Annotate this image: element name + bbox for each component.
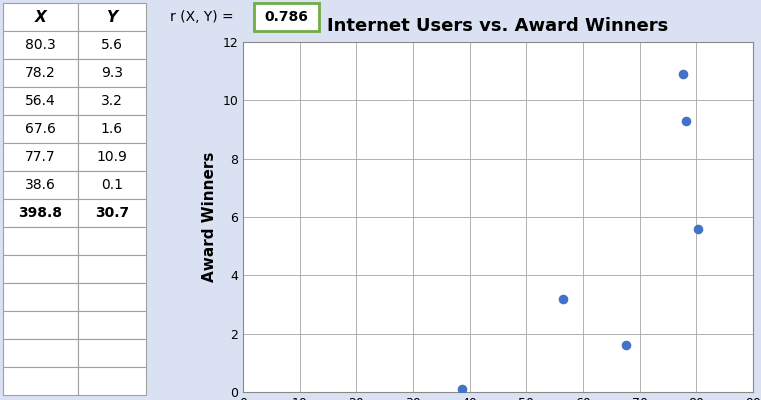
Bar bbox=[78, 143, 146, 171]
Text: 0.1: 0.1 bbox=[101, 178, 123, 192]
Bar bbox=[78, 367, 146, 395]
Bar bbox=[3, 3, 78, 31]
Bar bbox=[3, 199, 78, 227]
Point bbox=[620, 342, 632, 348]
Text: 77.7: 77.7 bbox=[25, 150, 56, 164]
Text: 38.6: 38.6 bbox=[25, 178, 56, 192]
Bar bbox=[3, 339, 78, 367]
Bar bbox=[3, 255, 78, 283]
Bar bbox=[3, 143, 78, 171]
Text: 3.2: 3.2 bbox=[101, 94, 123, 108]
Point bbox=[680, 118, 693, 124]
Point bbox=[677, 71, 689, 77]
Text: 10.9: 10.9 bbox=[97, 150, 127, 164]
Bar bbox=[3, 31, 78, 59]
Text: r (X, Y) =: r (X, Y) = bbox=[170, 10, 234, 24]
Bar bbox=[78, 171, 146, 199]
Bar bbox=[3, 227, 78, 255]
Text: 78.2: 78.2 bbox=[25, 66, 56, 80]
Bar bbox=[3, 311, 78, 339]
Text: X: X bbox=[34, 10, 46, 24]
Text: 80.3: 80.3 bbox=[25, 38, 56, 52]
Text: Y: Y bbox=[107, 10, 117, 24]
Text: 5.6: 5.6 bbox=[101, 38, 123, 52]
Bar bbox=[78, 115, 146, 143]
Point bbox=[692, 226, 704, 232]
Text: 0.786: 0.786 bbox=[265, 10, 308, 24]
Title: Internet Users vs. Award Winners: Internet Users vs. Award Winners bbox=[327, 17, 669, 35]
Text: 1.6: 1.6 bbox=[101, 122, 123, 136]
Bar bbox=[78, 283, 146, 311]
Bar bbox=[3, 59, 78, 87]
Y-axis label: Award Winners: Award Winners bbox=[202, 152, 217, 282]
Text: 398.8: 398.8 bbox=[18, 206, 62, 220]
Text: 30.7: 30.7 bbox=[95, 206, 129, 220]
Bar bbox=[254, 3, 319, 31]
Bar bbox=[78, 3, 146, 31]
Bar bbox=[3, 171, 78, 199]
Bar bbox=[3, 115, 78, 143]
Bar bbox=[78, 87, 146, 115]
Bar bbox=[78, 199, 146, 227]
Text: 56.4: 56.4 bbox=[25, 94, 56, 108]
Bar bbox=[78, 227, 146, 255]
Text: 67.6: 67.6 bbox=[25, 122, 56, 136]
Point bbox=[456, 386, 468, 392]
Bar bbox=[78, 59, 146, 87]
Bar bbox=[78, 311, 146, 339]
Bar bbox=[78, 339, 146, 367]
Bar bbox=[3, 87, 78, 115]
Text: 9.3: 9.3 bbox=[101, 66, 123, 80]
Point bbox=[556, 296, 568, 302]
Bar bbox=[78, 255, 146, 283]
Bar bbox=[78, 31, 146, 59]
Bar bbox=[3, 283, 78, 311]
Bar bbox=[3, 367, 78, 395]
